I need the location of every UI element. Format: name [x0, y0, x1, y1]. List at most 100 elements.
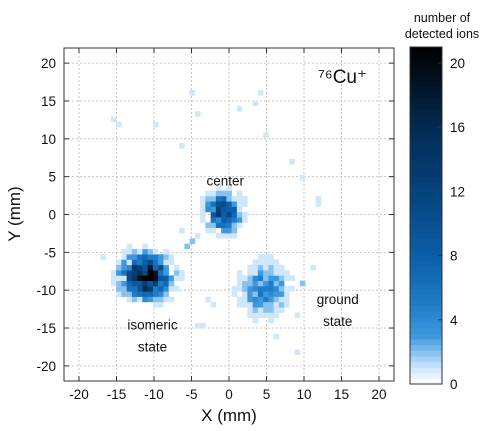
heatmap-cell	[263, 307, 269, 313]
heatmap-cell	[278, 264, 285, 271]
heatmap-cell	[226, 206, 232, 213]
heatmap-cell	[126, 243, 133, 250]
colorbar-segment	[410, 215, 442, 222]
colorbar-segment	[410, 58, 442, 65]
heatmap-cell	[147, 264, 154, 271]
heatmap-cell	[131, 264, 138, 271]
heatmap-cell	[284, 291, 290, 297]
heatmap-cell	[273, 296, 280, 303]
heatmap-cell	[263, 132, 269, 138]
heatmap-cell	[137, 296, 143, 303]
heatmap-cell	[110, 275, 117, 282]
colorbar-segment	[410, 97, 442, 104]
colorbar-segment	[410, 344, 442, 351]
colorbar-segment	[410, 204, 442, 211]
colorbar-segment	[410, 142, 442, 149]
heatmap-cell	[257, 264, 264, 271]
heatmap-cell	[242, 211, 248, 218]
colorbar-segment	[410, 378, 442, 385]
heatmap-cells	[100, 90, 322, 356]
heatmap-cell	[121, 286, 127, 292]
heatmap-cell	[163, 254, 169, 260]
heatmap-cell	[221, 227, 227, 234]
heatmap-cell	[236, 270, 243, 276]
heatmap-cell	[137, 264, 143, 271]
heatmap-cell	[163, 270, 169, 276]
heatmap-cell	[131, 286, 138, 292]
colorbar-border	[409, 46, 443, 385]
heatmap-cell	[142, 259, 148, 266]
heatmap-cell	[168, 296, 175, 303]
heatmap-cell	[137, 291, 143, 297]
heatmap-cell	[137, 286, 143, 292]
colorbar-segment	[410, 198, 442, 205]
heatmap-cell	[152, 296, 159, 303]
colorbar-tick-label: 4	[450, 313, 458, 328]
heatmap-cell	[200, 201, 206, 207]
heatmap-cell	[236, 280, 243, 287]
heatmap-cell	[131, 254, 138, 260]
heatmap-cell	[152, 264, 159, 271]
heatmap-cell	[236, 211, 243, 218]
heatmap-cell	[257, 291, 264, 297]
heatmap-cell	[163, 259, 169, 266]
x-tick-label: -10	[144, 387, 164, 402]
heatmap-cell	[278, 301, 285, 308]
colorbar-segment	[410, 181, 442, 189]
heatmap-cell	[247, 301, 253, 308]
heatmap-cell	[147, 248, 154, 255]
heatmap-cell	[257, 259, 264, 266]
heatmap-cell	[215, 201, 222, 207]
colorbar-tick-label: 20	[450, 56, 465, 71]
x-tick-label: -5	[185, 387, 197, 402]
heatmap-cell	[257, 270, 264, 276]
heatmap-cell	[231, 291, 238, 297]
colorbar-segment	[410, 108, 442, 115]
colorbar-segment	[410, 209, 442, 217]
y-tick-label: -10	[36, 283, 56, 298]
heatmap-cell	[158, 280, 164, 287]
heatmap-cell	[158, 264, 164, 271]
heatmap-cell	[242, 275, 248, 282]
heatmap-cell	[147, 254, 154, 260]
cluster-label: state	[138, 339, 167, 354]
heatmap-cell	[268, 286, 274, 292]
heatmap-cell	[168, 254, 175, 260]
heatmap-cell	[205, 190, 211, 197]
heatmap-cell	[152, 275, 159, 282]
heatmap-cell	[200, 195, 206, 202]
colorbar-segment	[410, 254, 442, 262]
heatmap-cell	[252, 307, 259, 313]
heatmap-cell	[152, 121, 159, 128]
heatmap-cell	[163, 286, 169, 292]
heatmap-cell	[231, 211, 238, 218]
colorbar-segment	[410, 153, 442, 160]
heatmap-cell	[205, 222, 211, 229]
heatmap-cell	[168, 280, 175, 287]
heatmap-cell	[210, 211, 217, 218]
colorbar-segment	[410, 372, 442, 379]
colorbar-segment	[410, 226, 442, 233]
colorbar-segment	[410, 322, 442, 329]
heatmap-cell	[226, 185, 232, 191]
heatmap-cell	[263, 296, 269, 303]
heatmap-cell	[263, 254, 269, 260]
colorbar-segment	[410, 164, 442, 172]
heatmap-cell	[221, 201, 227, 207]
heatmap-cell	[221, 233, 227, 239]
heatmap-cell	[210, 301, 217, 308]
colorbar-segment	[410, 243, 442, 250]
heatmap-cell	[242, 201, 248, 207]
heatmap-cell	[231, 222, 238, 229]
heatmap-cell	[210, 222, 217, 229]
heatmap-cell	[236, 301, 243, 308]
heatmap-cell	[142, 286, 148, 292]
heatmap-cell	[158, 259, 164, 266]
heatmap-cell	[116, 275, 122, 282]
heatmap-cell	[268, 307, 274, 313]
heatmap-cell	[116, 270, 122, 276]
heatmap-cell	[257, 280, 264, 287]
heatmap-cell	[257, 286, 264, 292]
x-axis-ticks: -20 -15 -10 -5 0 5 10 15 20	[69, 48, 387, 402]
colorbar-segment	[410, 339, 442, 346]
